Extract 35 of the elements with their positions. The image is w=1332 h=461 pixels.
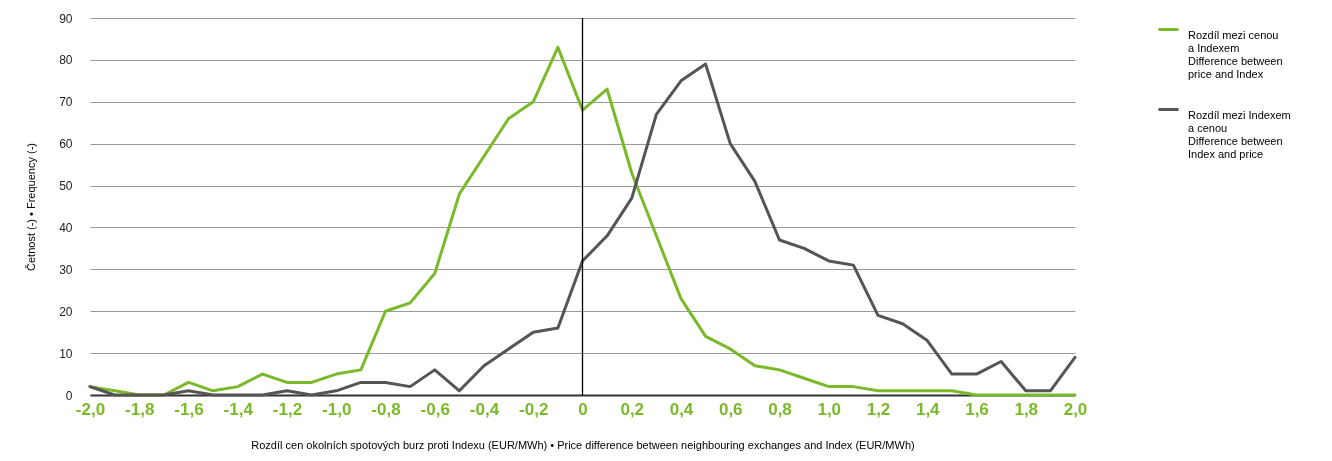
x-tick-label: 1,0 bbox=[817, 399, 842, 419]
x-tick-label: -0,2 bbox=[519, 399, 549, 419]
x-tick-label: 1,8 bbox=[1014, 399, 1039, 419]
x-tick-label: -1,8 bbox=[125, 399, 155, 419]
y-tick-label: 80 bbox=[59, 53, 73, 68]
x-tick-label: 1,2 bbox=[866, 399, 891, 419]
x-axis-title: Rozdíl cen okolních spotových burz proti Indexu (EUR/MWh) • Price difference between neighbouring exchanges and Index (EUR/MWh) bbox=[251, 438, 915, 451]
x-tick-label: 1,4 bbox=[915, 399, 941, 419]
x-tick-label: -0,8 bbox=[371, 399, 401, 419]
y-tick-label: 50 bbox=[59, 179, 73, 194]
y-tick-label: 90 bbox=[59, 11, 73, 26]
y-tick-label: 60 bbox=[59, 137, 73, 152]
y-axis-title: Četnost (-) • Frequency (-) bbox=[25, 143, 38, 271]
x-tick-label: -1,6 bbox=[174, 399, 204, 419]
y-tick-label: 20 bbox=[59, 304, 73, 319]
y-tick-label: 40 bbox=[59, 220, 73, 235]
y-tick-label: 10 bbox=[59, 346, 73, 361]
x-tick-label: 0 bbox=[578, 399, 588, 419]
x-tick-label: 2,0 bbox=[1063, 399, 1088, 419]
legend-label: Rozdíl mezi cenou a Indexem Difference between price and Index bbox=[1188, 28, 1283, 80]
x-tick-label: -1,0 bbox=[322, 399, 352, 419]
x-tick-label: 0,8 bbox=[768, 399, 792, 419]
y-tick-label: 30 bbox=[59, 262, 73, 277]
y-tick-label: 70 bbox=[59, 95, 73, 110]
x-tick-label: -1,4 bbox=[223, 399, 254, 419]
y-tick-label: 0 bbox=[65, 388, 73, 403]
x-tick-label: 0,2 bbox=[620, 399, 645, 419]
x-tick-label: -1,2 bbox=[272, 399, 303, 419]
x-tick-label: -2,0 bbox=[75, 399, 106, 419]
x-tick-label: 0,4 bbox=[669, 399, 694, 419]
x-tick-label: -0,4 bbox=[469, 399, 500, 419]
x-tick-label: 0,6 bbox=[718, 399, 743, 419]
x-tick-label: -0,6 bbox=[420, 399, 450, 419]
legend-label: Rozdíl mezi Indexem a cenou Difference between Index and price bbox=[1188, 108, 1291, 160]
x-tick-label: 1,6 bbox=[965, 399, 989, 419]
